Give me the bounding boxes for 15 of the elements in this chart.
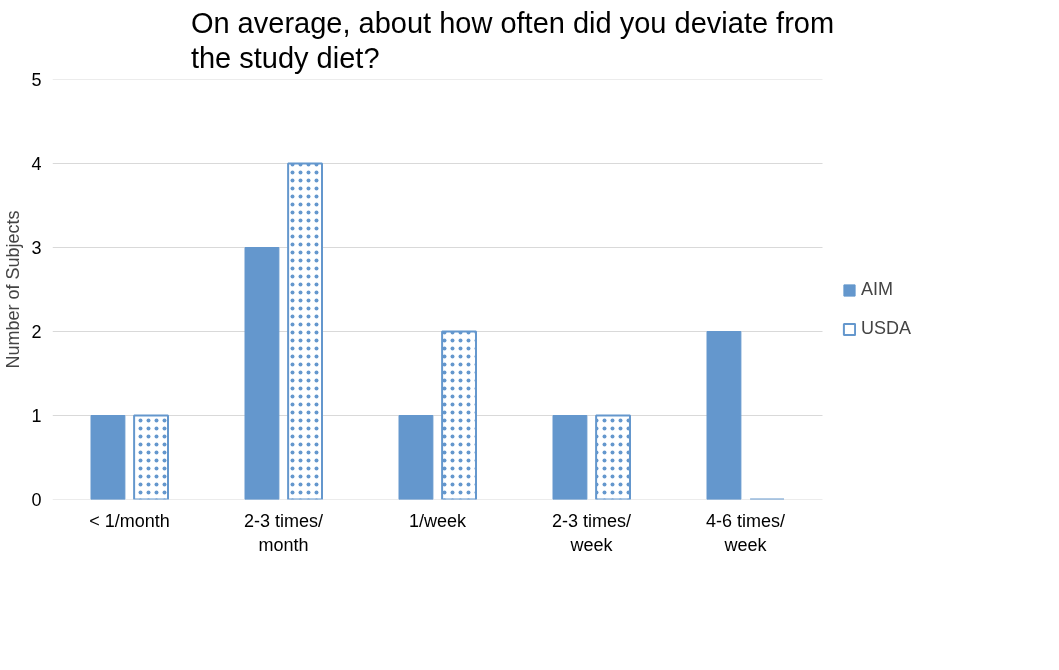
y-tick-label: 3: [31, 238, 42, 258]
y-tick-label: 4: [31, 154, 42, 174]
legend-label: AIM: [861, 279, 894, 300]
x-tick-label: < 1/month: [89, 510, 170, 531]
y-axis-title: Number of Subjects: [3, 210, 24, 369]
y-tick-label: 5: [31, 70, 42, 90]
x-tick-label: 2-3 times/ month: [243, 510, 324, 555]
legend-label: USDA: [861, 318, 912, 339]
y-tick-label: 2: [31, 322, 42, 342]
x-tick-label: 4-6 times/ week: [705, 510, 786, 555]
x-tick-label: 2-3 times/ week: [551, 510, 632, 555]
y-tick-label: 1: [31, 406, 42, 426]
x-tick-label: 1/week: [408, 510, 468, 531]
chart-title: On average, about how often did you deviate from the study diet?: [190, 7, 835, 75]
y-tick-label: 0: [31, 490, 42, 510]
